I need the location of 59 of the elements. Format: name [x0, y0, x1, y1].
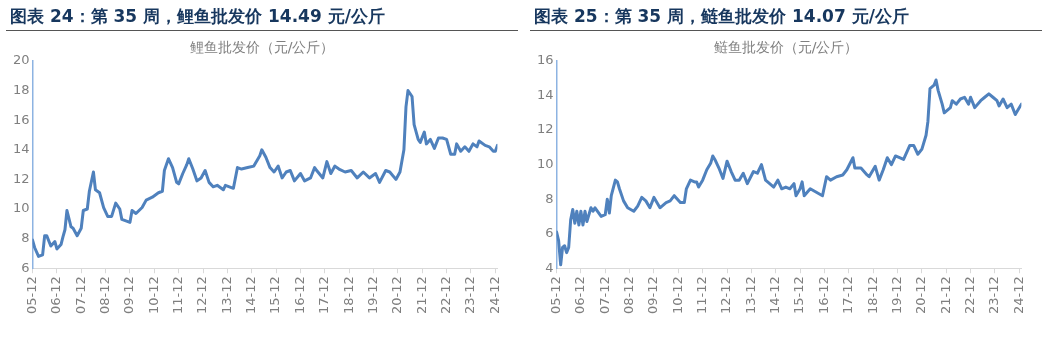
y-tick-label: 16: [537, 52, 554, 68]
x-tick-label: 07-12: [72, 276, 88, 315]
x-tick-label: 21-12: [937, 276, 953, 315]
x-tick-label: 07-12: [596, 276, 612, 315]
x-tick-label: 17-12: [840, 276, 856, 315]
chart-subtitle: 鲤鱼批发价（元/公斤）: [189, 39, 335, 55]
y-tick-label: 6: [545, 225, 554, 241]
x-tick-label: 19-12: [364, 276, 380, 315]
y-tick-label: 8: [545, 190, 554, 206]
x-tick-label: 18-12: [340, 276, 356, 315]
x-tick-label: 11-12: [170, 276, 186, 315]
y-tick-label: 8: [21, 230, 30, 245]
x-tick-label: 22-12: [437, 276, 453, 315]
x-tick-label: 12-12: [194, 276, 210, 315]
x-tick-label: 08-12: [97, 276, 112, 315]
y-tick-label: 12: [537, 121, 554, 137]
x-tick-label: 19-12: [888, 276, 904, 315]
x-tick-label: 09-12: [121, 276, 137, 315]
x-tick-label: 23-12: [986, 276, 1002, 315]
x-tick-label: 13-12: [218, 276, 234, 315]
y-tick-label: 14: [13, 141, 30, 157]
y-tick-label: 20: [13, 52, 30, 68]
x-tick-label: 16-12: [291, 276, 307, 315]
x-tick-label: 13-12: [742, 276, 758, 315]
x-tick-label: 14-12: [243, 276, 259, 315]
y-tick-label: 10: [537, 155, 554, 171]
x-tick-label: 11-12: [694, 276, 710, 315]
x-tick-label: 20-12: [913, 276, 929, 315]
x-tick-label: 10-12: [145, 276, 161, 315]
x-tick-label: 06-12: [572, 276, 588, 315]
x-tick-label: 22-12: [961, 276, 977, 315]
y-tick-label: 10: [13, 200, 30, 216]
x-tick-label: 09-12: [645, 276, 661, 315]
x-tick-label: 17-12: [316, 276, 332, 315]
x-tick-label: 20-12: [389, 276, 405, 315]
y-tick-label: 16: [13, 111, 30, 127]
x-tick-label: 06-12: [48, 276, 64, 315]
x-tick-label: 16-12: [815, 276, 831, 315]
x-tick-label: 10-12: [669, 276, 685, 315]
x-tick-label: 23-12: [462, 276, 478, 315]
y-tick-label: 12: [13, 170, 30, 186]
y-tick-label: 14: [537, 86, 554, 102]
y-tick-label: 6: [21, 259, 30, 275]
chart-title: 图表 25：第 35 周，鲢鱼批发价 14.07 元/公斤: [530, 0, 1042, 31]
x-tick-label: 24-12: [1010, 276, 1026, 315]
x-tick-label: 15-12: [267, 276, 283, 315]
chart-subtitle: 鲢鱼批发价（元/公斤）: [713, 39, 859, 55]
y-tick-label: 4: [545, 259, 554, 275]
chart-title: 图表 24：第 35 周，鲤鱼批发价 14.49 元/公斤: [6, 0, 518, 31]
x-tick-label: 05-12: [547, 276, 563, 315]
x-tick-label: 05-12: [23, 276, 39, 315]
y-tick-label: 18: [13, 81, 30, 97]
x-tick-label: 15-12: [791, 276, 807, 315]
x-tick-label: 18-12: [864, 276, 880, 315]
x-tick-label: 08-12: [621, 276, 636, 315]
x-tick-label: 21-12: [413, 276, 429, 315]
x-tick-label: 14-12: [767, 276, 783, 315]
x-tick-label: 24-12: [486, 276, 502, 315]
x-tick-label: 12-12: [718, 276, 734, 315]
